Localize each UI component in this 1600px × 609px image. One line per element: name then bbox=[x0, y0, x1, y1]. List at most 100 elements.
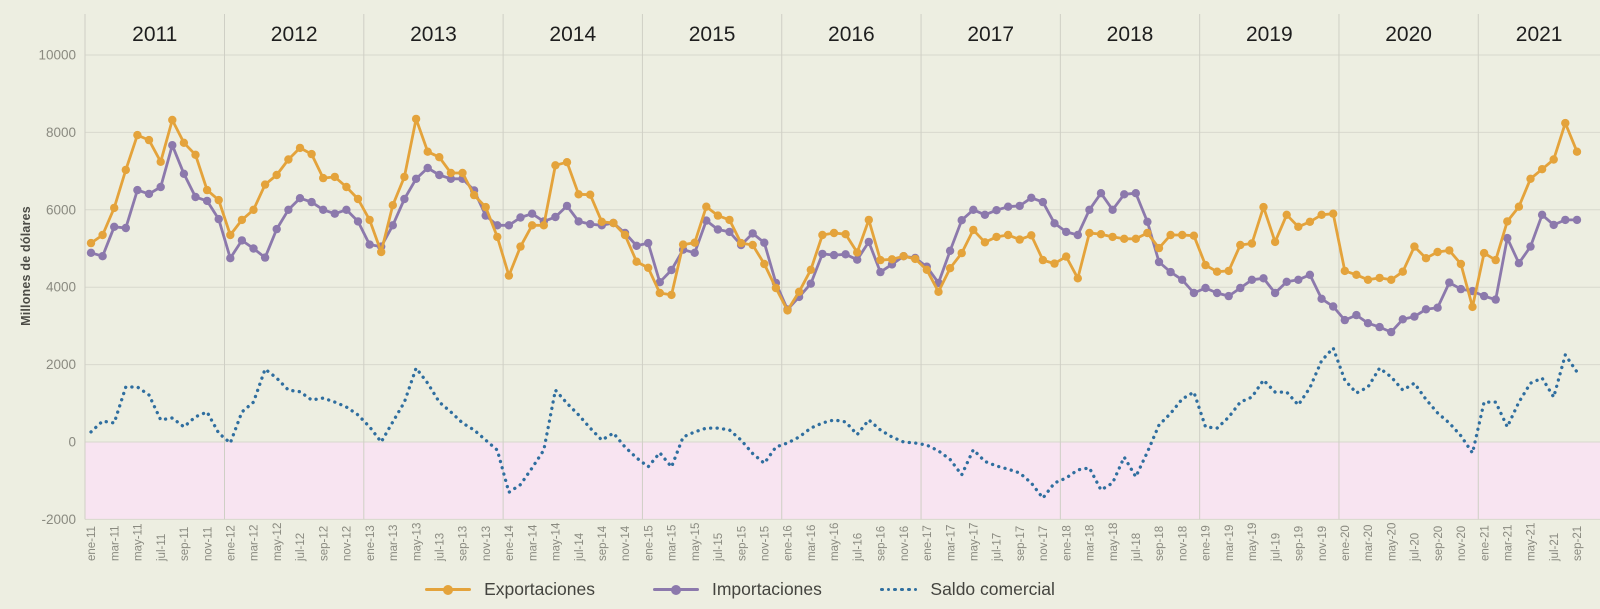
x-tick-label: nov-16 bbox=[899, 526, 911, 561]
x-tick-label: ene-11 bbox=[86, 526, 98, 561]
year-label: 2021 bbox=[1516, 23, 1563, 46]
y-axis-title: Millones de dólares bbox=[19, 206, 33, 326]
x-tick-label: nov-12 bbox=[342, 526, 354, 561]
x-tick-label: nov-14 bbox=[620, 525, 632, 561]
x-tick-label: mar-12 bbox=[249, 525, 261, 561]
x-tick-label: ene-17 bbox=[922, 525, 934, 561]
x-tick-label: sep-19 bbox=[1294, 526, 1306, 561]
x-tick-label: nov-11 bbox=[202, 527, 214, 561]
y-tick-label: 0 bbox=[68, 435, 76, 450]
year-label: 2018 bbox=[1107, 23, 1154, 46]
x-tick-label: jul-16 bbox=[852, 533, 864, 562]
x-tick-label: mar-19 bbox=[1224, 525, 1236, 561]
negative-balance-region bbox=[85, 442, 1600, 520]
x-tick-label: ene-14 bbox=[504, 525, 516, 561]
x-tick-label: jul-12 bbox=[295, 533, 307, 562]
importaciones-line bbox=[90, 143, 1577, 334]
x-tick-label: jul-13 bbox=[434, 533, 446, 562]
x-tick-label: sep-16 bbox=[876, 526, 888, 561]
x-tick-label: may-12 bbox=[272, 523, 284, 561]
x-tick-label: mar-11 bbox=[109, 525, 121, 561]
year-label: 2012 bbox=[271, 23, 318, 46]
x-tick-label: may-14 bbox=[551, 522, 563, 561]
x-tick-label: sep-14 bbox=[597, 525, 609, 561]
x-tick-label: nov-13 bbox=[481, 526, 493, 561]
x-tick-label: jul-19 bbox=[1270, 533, 1282, 562]
x-tick-label: sep-12 bbox=[318, 526, 330, 561]
x-tick-label: nov-17 bbox=[1038, 526, 1050, 561]
x-tick-label: mar-13 bbox=[388, 525, 400, 561]
year-label: 2013 bbox=[410, 23, 457, 46]
x-tick-label: mar-18 bbox=[1085, 525, 1097, 561]
year-label: 2015 bbox=[689, 23, 736, 46]
x-tick-label: sep-17 bbox=[1015, 526, 1027, 561]
x-tick-label: nov-19 bbox=[1317, 526, 1329, 561]
legend-label-saldo: Saldo comercial bbox=[930, 579, 1055, 599]
year-label: 2011 bbox=[132, 23, 177, 46]
x-tick-label: jul-20 bbox=[1410, 533, 1422, 562]
x-tick-label: jul-17 bbox=[992, 533, 1004, 562]
legend-label-exportaciones: Exportaciones bbox=[484, 579, 595, 599]
x-tick-label: sep-11 bbox=[179, 527, 191, 561]
x-tick-label: ene-15 bbox=[643, 525, 655, 561]
x-tick-label: ene-19 bbox=[1201, 525, 1213, 561]
legend-item-saldo: Saldo comercial bbox=[879, 579, 1055, 600]
x-tick-label: mar-20 bbox=[1363, 525, 1375, 561]
legend-item-importaciones: Importaciones bbox=[652, 579, 822, 600]
x-tick-label: mar-16 bbox=[806, 525, 818, 561]
y-tick-label: 4000 bbox=[46, 280, 76, 295]
year-label: 2020 bbox=[1385, 23, 1432, 46]
x-tick-label: mar-15 bbox=[667, 525, 679, 561]
x-tick-label: sep-13 bbox=[458, 526, 470, 561]
x-tick-label: mar-21 bbox=[1502, 525, 1514, 561]
x-tick-label: may-13 bbox=[411, 523, 423, 561]
x-tick-label: may-19 bbox=[1247, 523, 1259, 561]
x-tick-label: may-16 bbox=[829, 523, 841, 561]
x-tick-label: ene-20 bbox=[1340, 525, 1352, 561]
x-tick-label: jul-15 bbox=[713, 533, 725, 562]
x-tick-label: may-11 bbox=[133, 524, 145, 562]
y-tick-label: 6000 bbox=[46, 202, 76, 217]
legend-label-importaciones: Importaciones bbox=[711, 579, 822, 599]
y-tick-label: -2000 bbox=[41, 512, 76, 527]
saldo-dotted-swatch-icon bbox=[879, 587, 918, 592]
x-tick-label: may-15 bbox=[690, 523, 702, 561]
x-tick-label: may-21 bbox=[1526, 523, 1538, 561]
year-label: 2016 bbox=[828, 23, 875, 46]
saldo-comercial-line bbox=[89, 346, 1579, 500]
y-tick-label: 10000 bbox=[38, 48, 76, 63]
year-label: 2017 bbox=[967, 23, 1014, 46]
exportaciones-markers bbox=[86, 114, 1582, 315]
x-tick-label: sep-20 bbox=[1433, 526, 1445, 561]
x-tick-label: mar-17 bbox=[945, 525, 957, 561]
x-tick-label: may-17 bbox=[968, 523, 980, 561]
x-tick-label: sep-21 bbox=[1572, 526, 1584, 561]
x-tick-label: may-18 bbox=[1108, 523, 1120, 561]
x-tick-label: nov-18 bbox=[1177, 526, 1189, 561]
x-tick-label: jul-14 bbox=[574, 532, 586, 562]
x-tick-label: jul-18 bbox=[1131, 533, 1143, 562]
x-tick-label: jul-21 bbox=[1549, 533, 1561, 562]
x-tick-label: sep-18 bbox=[1154, 526, 1166, 561]
x-tick-label: nov-20 bbox=[1456, 526, 1468, 561]
x-tick-label: may-20 bbox=[1386, 523, 1398, 561]
x-tick-label: ene-18 bbox=[1061, 525, 1073, 561]
legend: Exportaciones Importaciones Saldo comerc… bbox=[0, 579, 1540, 600]
importaciones-line-swatch-icon bbox=[652, 584, 699, 595]
x-tick-label: ene-12 bbox=[226, 525, 238, 561]
x-tick-label: mar-14 bbox=[527, 524, 539, 561]
x-tick-label: ene-13 bbox=[365, 525, 377, 561]
year-label: 2019 bbox=[1246, 23, 1293, 46]
importaciones-markers bbox=[86, 141, 1582, 337]
x-tick-label: jul-11 bbox=[156, 534, 168, 562]
x-tick-label: nov-15 bbox=[760, 526, 772, 561]
legend-item-exportaciones: Exportaciones bbox=[425, 579, 595, 600]
y-tick-label: 2000 bbox=[46, 357, 76, 372]
exportaciones-line bbox=[90, 117, 1579, 312]
y-tick-label: 8000 bbox=[46, 125, 76, 140]
x-tick-label: ene-16 bbox=[783, 525, 795, 561]
x-tick-label: sep-15 bbox=[736, 526, 748, 561]
year-label: 2014 bbox=[549, 23, 596, 46]
